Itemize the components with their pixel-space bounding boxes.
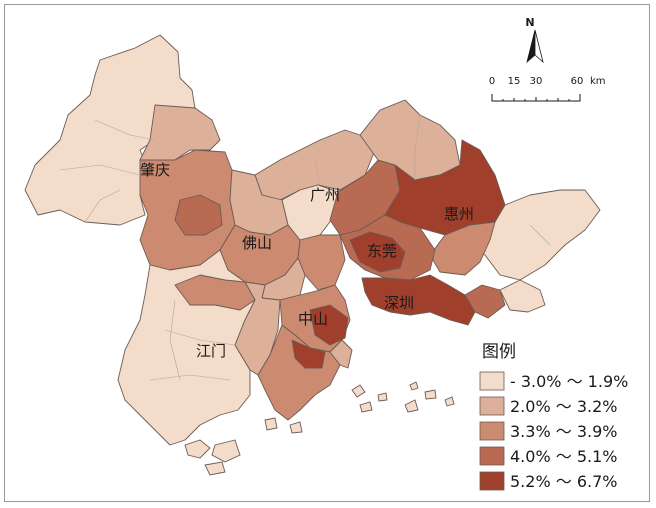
region-zhaoqing-north [24,34,196,226]
region-zhongshan-core [309,304,349,346]
region-south-core [291,339,326,369]
islands [184,381,455,476]
region-zhaoqing-east [139,104,221,171]
scale-tick-30: 30 [530,76,543,87]
label-zhaoqing: 肇庆 [140,161,170,179]
region-shenzhen-east [464,284,506,319]
legend-item: 5.2% ～ 6.7% [479,471,617,491]
scale-unit: km [590,76,606,87]
city-labels: 肇庆 广州 佛山 惠州 东莞 深圳 中山 江门 [140,161,474,360]
region-huizhou-north [359,99,461,181]
legend-swatch-4 [479,446,505,466]
legend-item: 3.3% ～ 3.9% [479,421,617,441]
label-foshan: 佛山 [242,234,272,252]
region-jiangmen-north [174,274,256,311]
legend-label-3: 3.3% ～ 3.9% [510,422,617,441]
legend-swatch-1 [479,371,505,391]
scale-bar-line [491,94,581,102]
region-shenzhen [361,274,476,326]
region-coast-small [329,339,353,369]
legend-item: - 3.0% ～ 1.9% [479,371,628,391]
label-guangzhou: 广州 [310,186,340,204]
label-huizhou: 惠州 [444,205,474,223]
label-jiangmen: 江门 [196,342,226,360]
region-jiangmen-west [117,249,256,446]
legend-item: 2.0% ～ 3.2% [479,396,617,416]
region-dongguan-core [349,231,406,273]
legend: 图例 - 3.0% ～ 1.9% 2.0% ～ 3.2% 3.3% ～ 3.9%… [479,342,628,491]
map-regions [24,34,601,446]
scale-tick-60: 60 [571,76,584,87]
scale-bar: 0 15 30 60 km [489,76,606,102]
legend-title: 图例 [482,342,516,362]
north-arrow-label: N [525,16,534,29]
legend-label-4: 4.0% ～ 5.1% [510,447,617,466]
legend-item: 4.0% ～ 5.1% [479,446,617,466]
north-arrow-icon [526,29,536,64]
legend-label-5: 5.2% ～ 6.7% [510,472,617,491]
legend-swatch-2 [479,396,505,416]
label-zhongshan: 中山 [298,310,328,328]
north-arrow: N [525,16,544,64]
district-lines [59,114,551,381]
region-zhaoqing-core [174,194,223,236]
region-huizhou-south [429,221,496,276]
region-south-coast [257,324,341,421]
legend-swatch-5 [479,471,505,491]
label-dongguan: 东莞 [367,242,397,260]
region-shenzhen-tip [499,279,546,313]
region-guangzhou-south [297,234,346,291]
scale-tick-15: 15 [508,76,521,87]
legend-swatch-3 [479,421,505,441]
legend-label-2: 2.0% ～ 3.2% [510,397,617,416]
region-guangzhou-north [254,129,376,201]
legend-label-1: - 3.0% ～ 1.9% [510,372,628,391]
scale-tick-0: 0 [489,76,495,87]
label-shenzhen: 深圳 [384,294,414,312]
